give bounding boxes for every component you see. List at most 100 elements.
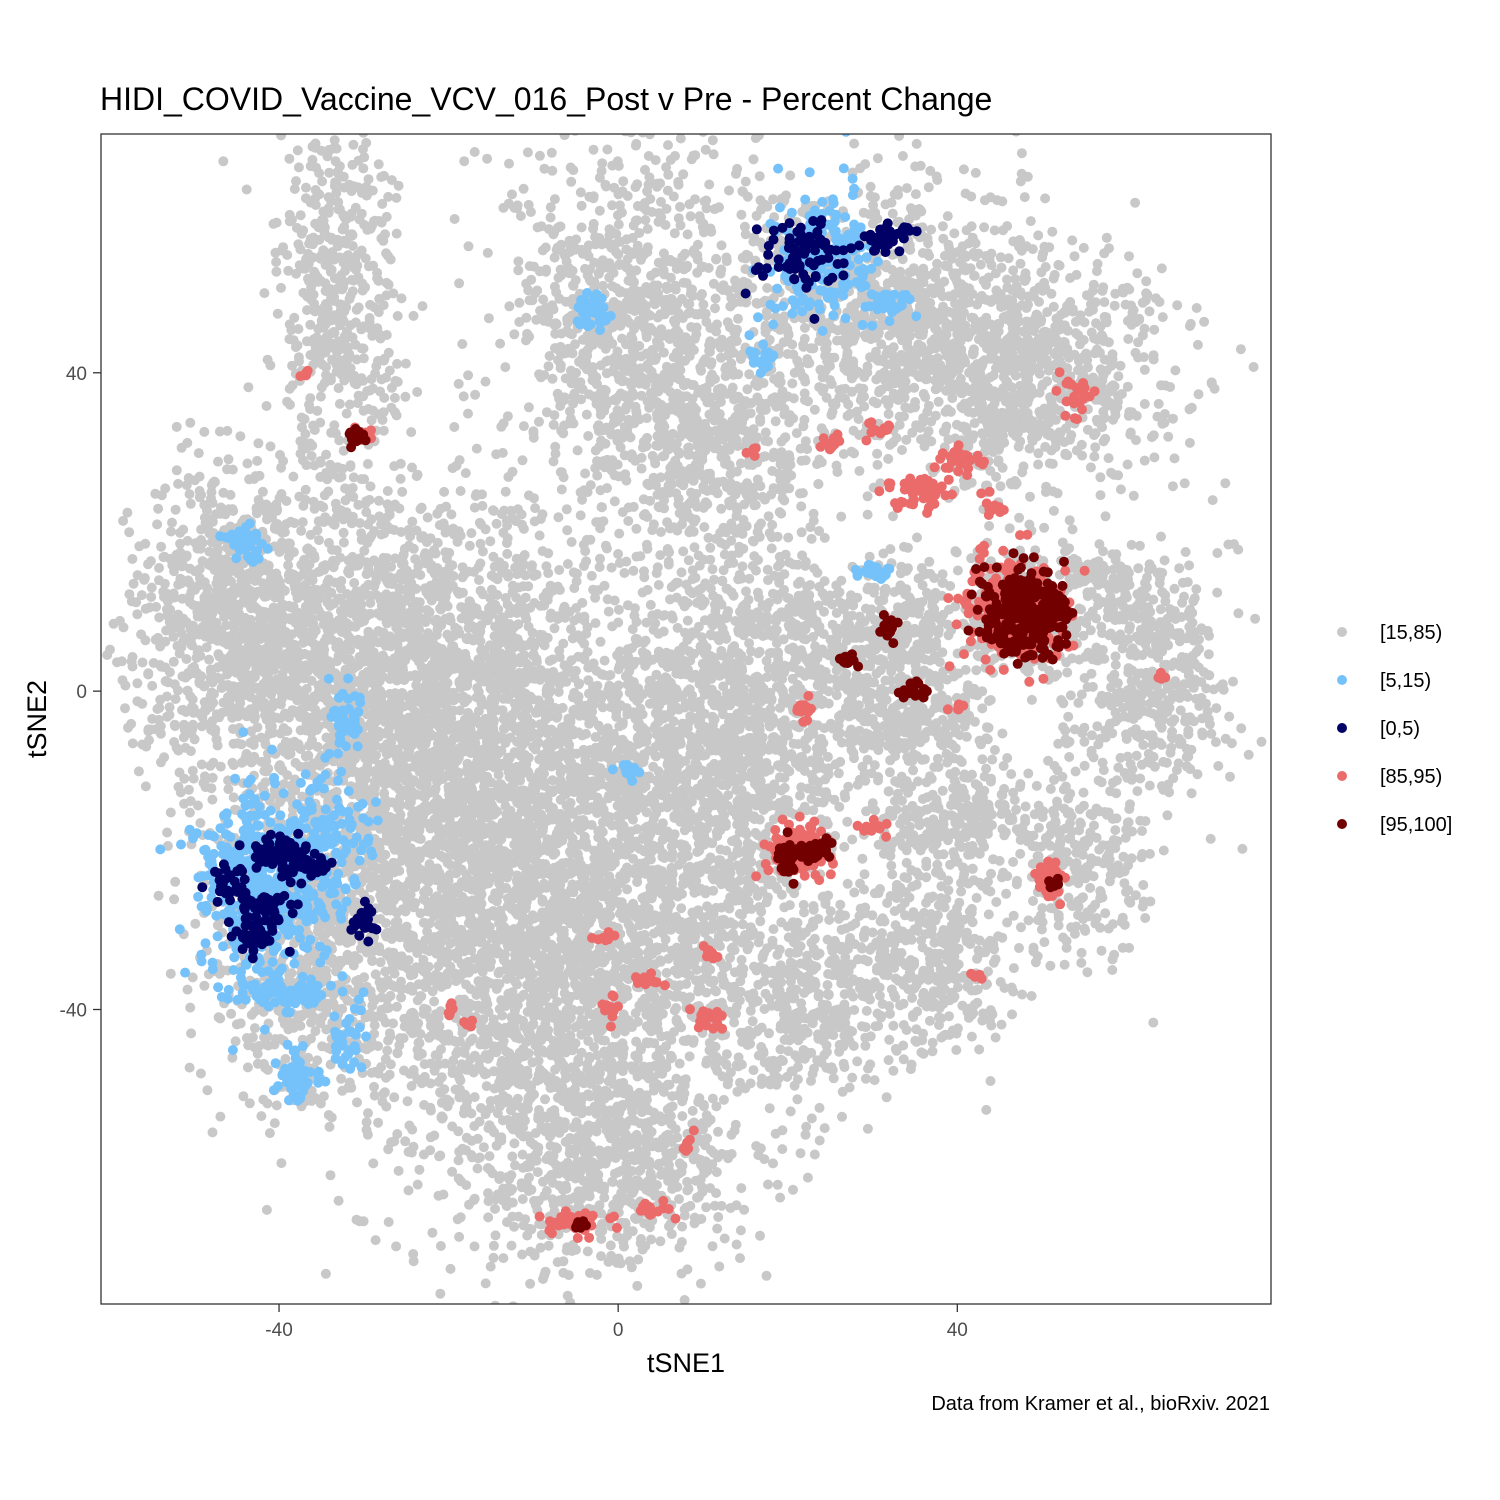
data-point bbox=[188, 773, 199, 784]
data-point bbox=[507, 770, 518, 781]
data-point bbox=[379, 566, 390, 577]
data-point bbox=[337, 314, 348, 325]
data-point bbox=[226, 576, 236, 587]
data-point bbox=[178, 524, 189, 535]
data-point bbox=[177, 593, 188, 604]
data-point bbox=[62, 771, 72, 781]
data-point bbox=[175, 538, 186, 549]
data-point bbox=[302, 305, 312, 316]
data-point bbox=[408, 310, 419, 321]
data-point bbox=[337, 116, 347, 126]
data-point bbox=[364, 313, 375, 323]
data-point bbox=[136, 590, 147, 601]
data-point bbox=[476, 659, 487, 670]
data-point bbox=[421, 537, 432, 548]
data-point bbox=[406, 427, 417, 438]
data-point bbox=[259, 587, 270, 597]
data-point bbox=[215, 761, 226, 772]
data-point bbox=[306, 451, 317, 461]
data-point bbox=[324, 167, 335, 178]
data-point bbox=[268, 604, 279, 614]
data-point bbox=[299, 414, 310, 425]
data-point bbox=[155, 660, 166, 670]
data-point bbox=[406, 701, 417, 712]
data-point bbox=[416, 502, 427, 513]
data-point bbox=[211, 586, 222, 597]
data-point bbox=[315, 391, 326, 402]
data-point bbox=[395, 458, 406, 469]
data-point bbox=[513, 682, 524, 693]
data-point bbox=[171, 465, 182, 476]
data-point bbox=[543, 568, 554, 579]
data-point bbox=[534, 416, 544, 427]
data-point bbox=[444, 612, 455, 623]
data-point bbox=[181, 617, 192, 628]
data-point bbox=[285, 538, 295, 549]
data-point bbox=[454, 455, 465, 466]
data-point bbox=[328, 326, 339, 337]
data-point bbox=[259, 735, 270, 746]
data-point bbox=[499, 682, 510, 693]
data-point bbox=[409, 761, 420, 772]
data-point bbox=[320, 319, 331, 330]
data-point bbox=[301, 182, 311, 193]
data-point bbox=[226, 1008, 237, 1019]
data-point bbox=[183, 784, 194, 795]
data-point bbox=[439, 486, 450, 497]
data-point bbox=[282, 396, 293, 407]
data-point bbox=[389, 769, 400, 780]
data-point bbox=[400, 391, 411, 402]
data-point bbox=[529, 598, 540, 608]
data-point bbox=[181, 480, 192, 491]
data-point bbox=[412, 727, 423, 738]
data-point bbox=[323, 486, 334, 497]
data-point bbox=[392, 358, 403, 369]
data-point bbox=[204, 654, 215, 665]
data-point bbox=[554, 565, 565, 575]
data-point bbox=[257, 578, 268, 589]
data-point bbox=[184, 489, 195, 500]
data-point bbox=[528, 649, 539, 660]
data-point bbox=[284, 153, 295, 164]
data-point bbox=[352, 398, 363, 409]
data-point bbox=[331, 545, 342, 556]
data-point bbox=[326, 427, 337, 438]
data-point bbox=[338, 367, 349, 378]
data-point bbox=[209, 477, 220, 487]
data-point bbox=[349, 578, 360, 588]
data-point bbox=[347, 229, 357, 240]
data-point bbox=[471, 443, 482, 454]
data-point bbox=[353, 390, 364, 401]
data-point bbox=[293, 324, 304, 334]
data-point bbox=[480, 524, 491, 535]
data-point bbox=[400, 358, 411, 369]
data-point bbox=[454, 588, 465, 599]
data-point bbox=[372, 267, 383, 278]
data-point bbox=[333, 41, 343, 51]
data-point bbox=[348, 139, 359, 150]
data-point bbox=[321, 449, 332, 460]
data-point bbox=[359, 152, 370, 163]
data-point bbox=[392, 657, 403, 668]
data-point bbox=[236, 739, 247, 750]
data-point bbox=[375, 386, 386, 397]
data-point bbox=[240, 752, 251, 763]
data-point bbox=[116, 656, 127, 667]
data-point bbox=[373, 159, 384, 170]
data-point bbox=[242, 458, 253, 469]
data-point bbox=[128, 578, 139, 589]
data-point bbox=[386, 601, 397, 612]
data-point bbox=[272, 308, 283, 319]
data-point bbox=[517, 455, 528, 466]
data-point bbox=[379, 885, 390, 896]
data-point bbox=[534, 530, 545, 541]
series-[15,85) bbox=[62, 41, 1267, 1304]
data-point bbox=[310, 604, 321, 615]
data-point bbox=[414, 597, 425, 608]
data-point bbox=[248, 590, 258, 600]
data-point bbox=[192, 607, 203, 617]
data-point bbox=[250, 711, 260, 722]
data-point bbox=[434, 664, 445, 675]
data-point bbox=[276, 134, 287, 141]
